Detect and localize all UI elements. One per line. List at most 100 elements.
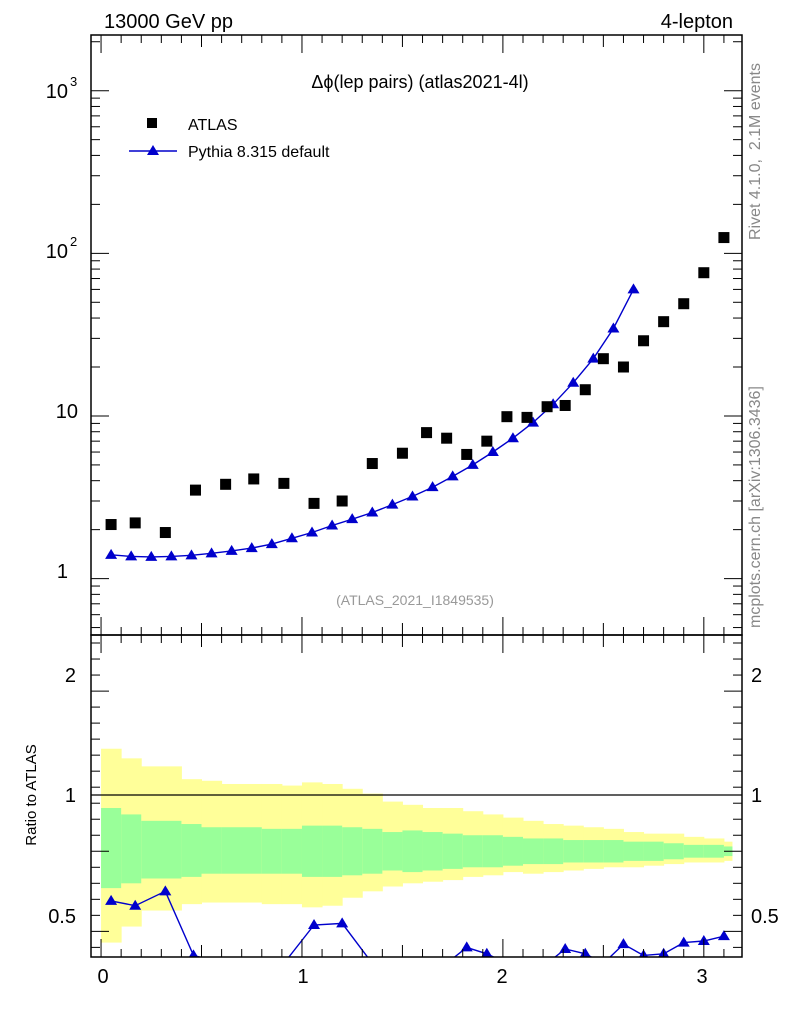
- y-tick-label-10: 10: [56, 401, 78, 423]
- ratio-y-axis-label: Ratio to ATLAS: [23, 744, 40, 845]
- pythia-point: [446, 470, 459, 481]
- x-tick-label-0: 0: [97, 966, 108, 988]
- pythia-point: [587, 352, 600, 363]
- ratio-inner-band-bin: [301, 825, 323, 877]
- atlas-point: [441, 432, 453, 444]
- atlas-point: [336, 495, 348, 507]
- ratio-inner-band-bin: [121, 814, 142, 884]
- ratio-y-tick-2-left: 2: [65, 665, 76, 687]
- pythia-point: [406, 490, 419, 501]
- atlas-point: [396, 447, 408, 459]
- x-tick-label-3: 3: [696, 966, 707, 988]
- ratio-y-tick-2-right: 2: [751, 665, 762, 687]
- analysis-watermark: (ATLAS_2021_I1849535): [336, 592, 494, 608]
- ratio-inner-band-bin: [362, 828, 383, 874]
- pythia-point: [326, 519, 339, 530]
- ratio-point: [336, 917, 349, 928]
- atlas-point: [366, 458, 378, 470]
- atlas-point: [421, 427, 433, 439]
- ratio-inner-band-bin: [482, 835, 504, 868]
- ratio-inner-band-bin: [261, 828, 283, 874]
- atlas-point: [220, 478, 232, 490]
- ratio-inner-band-bin: [603, 840, 624, 863]
- ratio-inner-band-bin: [382, 832, 403, 871]
- pythia-point: [426, 481, 439, 492]
- ratio-inner-band-bin: [422, 832, 444, 871]
- ratio-point: [396, 957, 408, 967]
- pythia-line: [111, 289, 635, 558]
- ratio-point: [421, 957, 433, 967]
- legend: ATLAS Pythia 8.315 default: [129, 117, 330, 161]
- pythia-point: [627, 283, 640, 294]
- ratio-point: [366, 957, 378, 967]
- ratio-inner-band-bin: [643, 841, 665, 861]
- pythia-point: [265, 538, 278, 549]
- ratio-inner-band-bin: [563, 840, 584, 863]
- ratio-point: [597, 957, 609, 967]
- atlas-point: [189, 484, 201, 496]
- ratio-inner-band-bin: [502, 836, 524, 866]
- legend-pythia-marker: [147, 145, 159, 155]
- pythia-point: [527, 416, 540, 427]
- ratio-inner-band-bin: [663, 843, 685, 860]
- pythia-point: [185, 549, 198, 560]
- main-axis-ticks: [91, 35, 742, 635]
- legend-pythia-label: Pythia 8.315 default: [188, 144, 330, 161]
- pythia-point: [125, 550, 138, 561]
- ratio-inner-band-bin: [342, 827, 363, 876]
- x-tick-label-1: 1: [297, 966, 308, 988]
- atlas-point: [559, 399, 571, 411]
- rivet-version-label: Rivet 4.1.0, 2.1M events: [747, 63, 764, 240]
- ratio-point: [559, 942, 572, 953]
- atlas-point: [308, 497, 320, 509]
- ratio-point: [579, 947, 591, 957]
- atlas-point: [248, 473, 260, 485]
- atlas-point: [658, 316, 670, 328]
- ratio-inner-band-bin: [522, 838, 544, 865]
- ratio-inner-band-bin: [623, 841, 645, 861]
- ratio-point: [278, 957, 290, 967]
- pythia-point: [366, 506, 379, 517]
- y-tick-label-1000-exponent: 3: [70, 74, 77, 89]
- pythia-point: [285, 532, 298, 543]
- ratio-inner-band-bin: [221, 827, 263, 874]
- pythia-point: [165, 550, 178, 561]
- ratio-axis-ticks: [91, 635, 742, 957]
- atlas-point: [278, 477, 290, 489]
- process-label: 4-lepton: [661, 11, 733, 33]
- pythia-point: [607, 322, 620, 333]
- legend-atlas-marker: [147, 118, 157, 128]
- atlas-point: [678, 298, 690, 310]
- ratio-plot-panel: Ratio to ATLAS 0.5 1 2 0.5 1 2 0 1 2 3: [23, 634, 779, 988]
- atlas-point: [501, 411, 513, 423]
- ratio-point: [541, 957, 553, 967]
- atlas-point: [159, 527, 171, 539]
- ratio-point: [159, 885, 172, 896]
- pythia-point: [225, 544, 238, 555]
- ratio-point: [460, 941, 473, 952]
- main-plot-data: [105, 232, 730, 561]
- pythia-point: [105, 548, 118, 559]
- ratio-point: [677, 936, 690, 947]
- main-plot-panel: 1 10 10 2 10 3 Δϕ(lep pairs) (atlas2021-…: [46, 34, 743, 636]
- atlas-point: [638, 335, 650, 347]
- atlas-point: [541, 401, 553, 413]
- pythia-point: [386, 498, 399, 509]
- ratio-inner-band-bin: [703, 844, 725, 858]
- ratio-point: [248, 957, 260, 967]
- ratio-y-tick-1-right: 1: [751, 785, 762, 807]
- plot-title-symbol: Δϕ: [311, 72, 333, 92]
- pythia-point: [567, 376, 580, 387]
- ratio-inner-band-bin: [201, 827, 223, 874]
- x-tick-label-2: 2: [496, 966, 507, 988]
- ratio-point: [105, 894, 118, 905]
- ratio-point: [717, 930, 730, 941]
- pythia-point: [506, 432, 519, 443]
- ratio-inner-band-bin: [442, 833, 464, 869]
- ratio-inner-band-bin: [141, 820, 182, 879]
- ratio-y-tick-1-left: 1: [65, 785, 76, 807]
- ratio-point: [617, 938, 630, 949]
- ratio-inner-band-bin: [101, 808, 122, 889]
- atlas-point: [718, 232, 730, 244]
- ratio-inner-band-bin: [583, 840, 604, 863]
